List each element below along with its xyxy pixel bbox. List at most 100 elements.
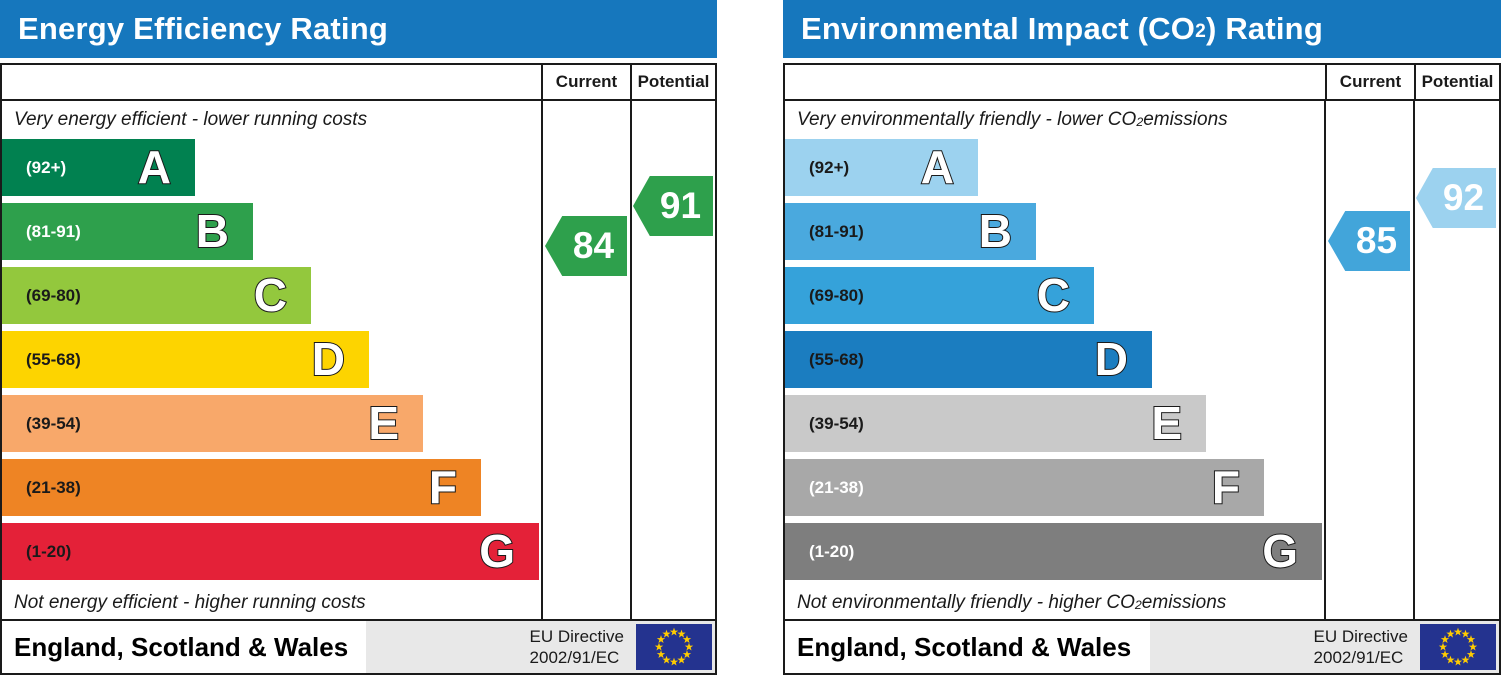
top-note-text-post: emissions: [1143, 109, 1228, 130]
band-e-range: (39-54): [809, 413, 864, 433]
current-rating-value: 84: [572, 225, 615, 266]
band-a: (92+) A: [785, 139, 978, 196]
environmental-impact-chart: Environmental Impact (CO 2) Rating Curren…: [783, 0, 1501, 675]
eu-directive-box: EU Directive 2002/91/EC: [1150, 621, 1499, 673]
table-footer: England, Scotland & Wales EU Directive 2…: [2, 619, 715, 673]
potential-column: 92: [1413, 101, 1498, 619]
region-label: England, Scotland & Wales: [14, 631, 349, 662]
band-a: (92+) A: [2, 139, 195, 196]
band-e: (39-54) E: [785, 395, 1206, 452]
current-column: 84: [541, 101, 630, 619]
band-g-letter: G: [478, 524, 516, 578]
band-g-range: (1-20): [809, 541, 855, 561]
band-f-range: (21-38): [26, 477, 81, 497]
top-note: Very environmentally friendly - lower CO…: [797, 109, 1228, 130]
eu-directive-line2: 2002/91/EC: [529, 648, 620, 667]
title-text-post: ) Rating: [1205, 11, 1323, 46]
band-g-letter: G: [1261, 524, 1299, 578]
band-g: (1-20) G: [785, 523, 1322, 580]
bottom-note-text: Not environmentally friendly - higher CO: [797, 592, 1135, 613]
bands-area: Very energy efficient - lower running co…: [2, 101, 541, 619]
eu-flag-icon: [636, 624, 712, 670]
band-e: (39-54) E: [2, 395, 423, 452]
column-header-potential: Potential: [630, 65, 715, 99]
band-f-letter: F: [428, 460, 458, 514]
band-d-range: (55-68): [26, 349, 81, 369]
environmental-impact-title: Environmental Impact (CO 2) Rating: [783, 0, 1501, 58]
potential-rating-arrow: 91: [633, 176, 713, 236]
energy-efficiency-title: Energy Efficiency Rating: [0, 0, 717, 58]
band-a-range: (92+): [26, 157, 67, 177]
band-f-letter: F: [1211, 460, 1241, 514]
band-b-range: (81-91): [809, 221, 864, 241]
top-note-text: Very environmentally friendly - lower CO: [797, 109, 1137, 130]
band-f: (21-38) F: [2, 459, 481, 516]
bottom-note-text: Not energy efficient - higher running co…: [14, 592, 366, 613]
current-column: 85: [1324, 101, 1413, 619]
title-text: Environmental Impact (CO: [801, 11, 1196, 46]
bottom-note: Not energy efficient - higher running co…: [2, 587, 541, 619]
eu-directive-line1: EU Directive: [1313, 626, 1408, 646]
header-spacer: [785, 65, 1325, 99]
environmental-impact-table: Current Potential Very environmentally f…: [783, 63, 1501, 675]
column-header-current: Current: [1325, 65, 1414, 99]
band-e-letter: E: [1150, 396, 1183, 450]
band-b: (81-91) B: [2, 203, 253, 260]
potential-column: 91: [630, 101, 715, 619]
potential-rating-arrow: 92: [1416, 168, 1496, 228]
eu-directive-text: EU Directive 2002/91/EC: [1314, 626, 1408, 669]
table-header-row: Current Potential: [2, 65, 715, 101]
column-header-current: Current: [541, 65, 630, 99]
eu-flag-icon: [1420, 624, 1496, 670]
band-c-range: (69-80): [26, 285, 81, 305]
current-rating-value: 85: [1355, 220, 1398, 261]
band-f: (21-38) F: [785, 459, 1264, 516]
table-body: Very environmentally friendly - lower CO…: [785, 101, 1499, 619]
region-label: England, Scotland & Wales: [797, 631, 1132, 662]
eu-directive-text: EU Directive 2002/91/EC: [530, 626, 624, 669]
band-d: (55-68) D: [785, 331, 1152, 388]
potential-rating-value: 91: [659, 185, 702, 226]
table-body: Very energy efficient - lower running co…: [2, 101, 715, 619]
band-b: (81-91) B: [785, 203, 1036, 260]
band-a-letter: A: [137, 140, 172, 194]
current-rating-arrow: 84: [545, 216, 627, 276]
band-f-range: (21-38): [809, 477, 864, 497]
top-note: Very energy efficient - lower running co…: [2, 101, 541, 139]
band-d: (55-68) D: [2, 331, 369, 388]
header-spacer: [2, 65, 541, 99]
title-text: Energy Efficiency Rating: [18, 11, 389, 46]
eu-directive-box: EU Directive 2002/91/EC: [366, 621, 715, 673]
band-b-letter: B: [195, 204, 230, 258]
band-g: (1-20) G: [2, 523, 539, 580]
band-d-range: (55-68): [809, 349, 864, 369]
band-e-letter: E: [367, 396, 400, 450]
band-b-letter: B: [978, 204, 1013, 258]
bottom-note: Not environmentally friendly - higher CO…: [797, 592, 1227, 613]
potential-rating-value: 92: [1442, 177, 1485, 218]
eu-directive-line1: EU Directive: [529, 626, 624, 646]
top-note-text: Very energy efficient - lower running co…: [14, 109, 368, 130]
band-a-letter: A: [920, 140, 955, 194]
band-d-letter: D: [1094, 332, 1129, 386]
band-a-range: (92+): [809, 157, 850, 177]
energy-efficiency-table: Current Potential Very energy efficient …: [0, 63, 717, 675]
table-header-row: Current Potential: [785, 65, 1499, 101]
band-c: (69-80) C: [785, 267, 1094, 324]
band-g-range: (1-20): [26, 541, 72, 561]
band-e-range: (39-54): [26, 413, 81, 433]
band-c-range: (69-80): [809, 285, 864, 305]
energy-efficiency-chart: Energy Efficiency Rating Current Potenti…: [0, 0, 717, 675]
band-b-range: (81-91): [26, 221, 81, 241]
bands-area: Very environmentally friendly - lower CO…: [785, 101, 1324, 619]
band-c: (69-80) C: [2, 267, 311, 324]
band-d-letter: D: [311, 332, 346, 386]
band-c-letter: C: [253, 268, 288, 322]
band-c-letter: C: [1036, 268, 1071, 322]
table-footer: England, Scotland & Wales EU Directive 2…: [785, 619, 1499, 673]
current-rating-arrow: 85: [1328, 211, 1410, 271]
bottom-note-text-post: emissions: [1141, 592, 1227, 613]
eu-directive-line2: 2002/91/EC: [1313, 648, 1404, 667]
column-header-potential: Potential: [1414, 65, 1499, 99]
